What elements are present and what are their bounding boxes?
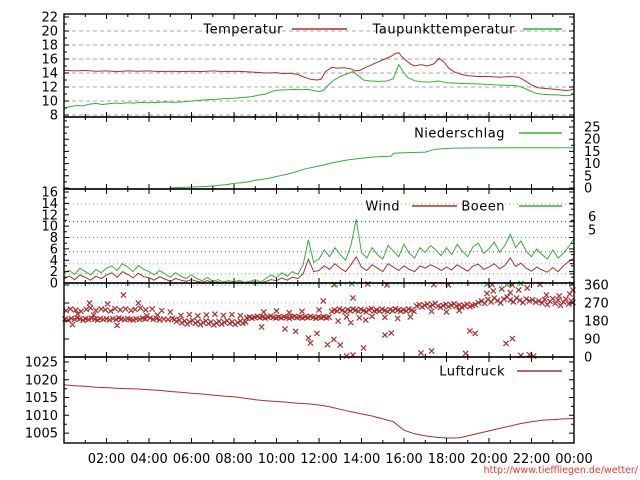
y-axis-right-tick-label: 180 (584, 315, 609, 330)
y-axis-right-tick-label: 270 (584, 297, 609, 312)
y-axis-right-tick-label: 25 (584, 121, 601, 136)
y-axis-right-tick-label: 20 (584, 133, 601, 148)
wind-direction-panel (62, 280, 576, 360)
x-axis-tick-label: 20:00 (470, 452, 507, 467)
beaufort-tick-label: 5 (588, 224, 596, 239)
x-axis-tick-label: 00:00 (555, 452, 592, 467)
Luftdruck-line (63, 384, 575, 439)
pressure-panel (63, 384, 575, 439)
precipitation-panel (170, 147, 574, 189)
y-axis-tick-label: 1010 (25, 409, 58, 424)
y-axis-right-tick-label: 90 (584, 333, 601, 348)
x-axis-tick-label: 10:00 (258, 452, 295, 467)
y-axis-right-tick-label: 0 (584, 351, 592, 366)
legend-label: Wind (365, 200, 400, 215)
x-axis-tick-label: 02:00 (88, 452, 125, 467)
Boeen-line (63, 219, 575, 283)
y-axis-tick-label: 16 (41, 186, 58, 201)
site-url-link[interactable]: http://www.tieffliegen.de/wetter/ (483, 465, 638, 476)
x-axis-tick-label: 04:00 (130, 452, 167, 467)
y-axis-right-tick-label: 5 (584, 169, 592, 184)
legend-label: Temperatur (202, 23, 283, 38)
y-axis-tick-label: 14 (41, 67, 58, 82)
y-axis-tick-label: 1020 (25, 373, 58, 388)
y-axis-tick-label: 12 (41, 81, 58, 96)
y-axis-tick-label: 10 (41, 95, 58, 110)
y-axis-tick-label: 8 (50, 109, 58, 124)
temperature-panel (63, 52, 575, 109)
Temperatur-line (63, 52, 575, 92)
y-axis-right-tick-label: 15 (584, 145, 601, 160)
x-axis-tick-label: 12:00 (300, 452, 337, 467)
y-axis-tick-label: 2 (50, 265, 58, 280)
y-axis-right-tick-label: 10 (584, 157, 601, 172)
y-axis-tick-label: 0 (50, 277, 58, 292)
x-axis-tick-label: 16:00 (385, 452, 422, 467)
Taupunkttemperatur-line (63, 63, 575, 109)
y-axis-tick-label: 8 (50, 231, 58, 246)
axis-ticks (64, 14, 575, 443)
y-axis-tick-label: 22 (41, 11, 58, 26)
y-axis-right-tick-label: 0 (584, 182, 592, 197)
y-axis-tick-label: 16 (41, 53, 58, 68)
x-axis-tick-label: 14:00 (343, 452, 380, 467)
legend-label: Taupunkttemperatur (372, 23, 516, 38)
x-axis-tick-label: 08:00 (215, 452, 252, 467)
legend-label: Niederschlag (414, 127, 505, 142)
y-axis-tick-label: 14 (41, 197, 58, 212)
beaufort-tick-label: 6 (588, 210, 596, 225)
x-axis-tick-label: 18:00 (428, 452, 465, 467)
y-axis-right-tick-label: 360 (584, 279, 609, 294)
wind-panel (63, 219, 575, 284)
y-axis-tick-label: 1015 (25, 391, 58, 406)
y-axis-tick-label: 18 (41, 39, 58, 54)
y-axis-tick-label: 4 (50, 254, 58, 269)
Niederschlag-line (170, 147, 574, 189)
y-axis-tick-label: 6 (50, 242, 58, 257)
x-axis-tick-label: 06:00 (173, 452, 210, 467)
y-axis-tick-label: 20 (41, 25, 58, 40)
y-axis-tick-label: 12 (41, 208, 58, 223)
x-axis-tick-label: 22:00 (513, 452, 550, 467)
y-axis-tick-label: 1025 (25, 356, 58, 371)
legend-label: Luftdruck (439, 365, 505, 380)
y-axis-tick-label: 1005 (25, 427, 58, 442)
y-axis-tick-label: 10 (41, 220, 58, 235)
Windrichtung-markers (62, 280, 576, 360)
Wind-line (63, 255, 575, 284)
legend-label: Boeen (461, 200, 505, 215)
